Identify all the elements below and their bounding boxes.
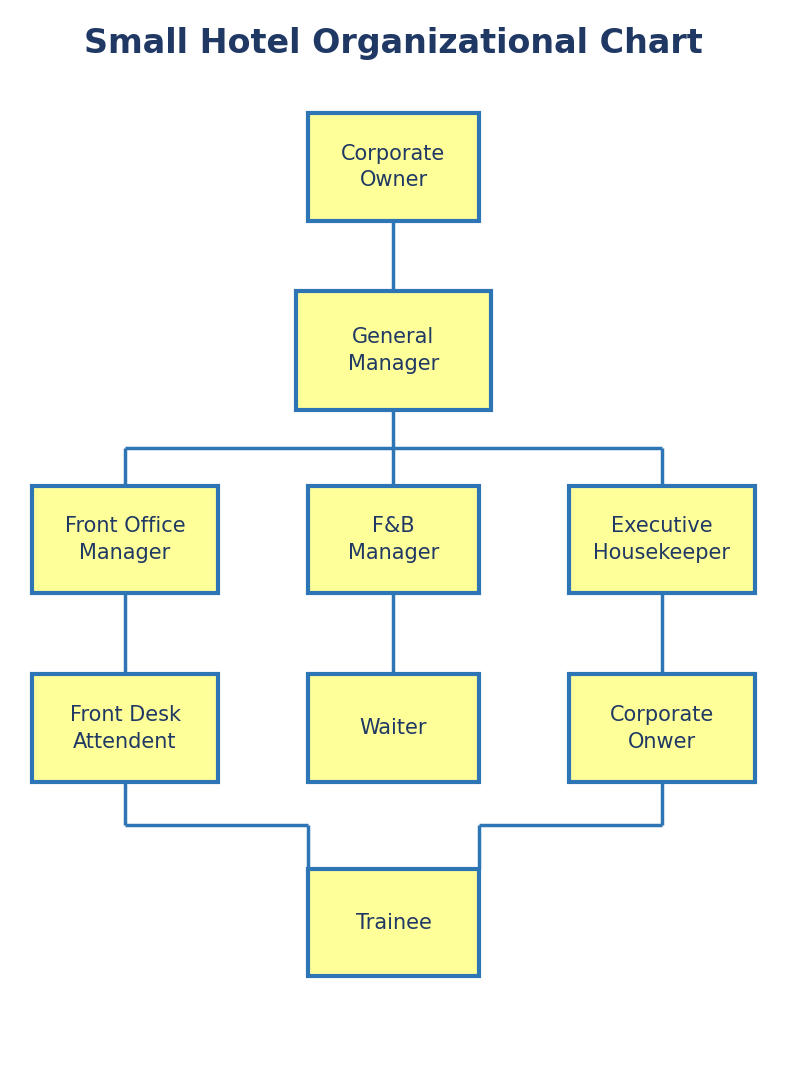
Text: General
Manager: General Manager bbox=[348, 327, 439, 374]
Text: Trainee: Trainee bbox=[356, 913, 431, 932]
Text: Corporate
Owner: Corporate Owner bbox=[342, 144, 445, 191]
FancyBboxPatch shape bbox=[568, 674, 756, 782]
Text: Corporate
Onwer: Corporate Onwer bbox=[610, 705, 714, 752]
FancyBboxPatch shape bbox=[308, 486, 479, 593]
FancyBboxPatch shape bbox=[568, 486, 756, 593]
FancyBboxPatch shape bbox=[308, 113, 479, 221]
Text: Waiter: Waiter bbox=[360, 719, 427, 738]
FancyBboxPatch shape bbox=[308, 869, 479, 976]
FancyBboxPatch shape bbox=[31, 674, 219, 782]
FancyBboxPatch shape bbox=[308, 674, 479, 782]
Text: F&B
Manager: F&B Manager bbox=[348, 516, 439, 563]
Text: Front Office
Manager: Front Office Manager bbox=[65, 516, 186, 563]
Text: Front Desk
Attendent: Front Desk Attendent bbox=[69, 705, 180, 752]
Text: Small Hotel Organizational Chart: Small Hotel Organizational Chart bbox=[84, 27, 703, 60]
FancyBboxPatch shape bbox=[31, 486, 219, 593]
Text: Executive
Housekeeper: Executive Housekeeper bbox=[593, 516, 730, 563]
FancyBboxPatch shape bbox=[296, 291, 491, 410]
